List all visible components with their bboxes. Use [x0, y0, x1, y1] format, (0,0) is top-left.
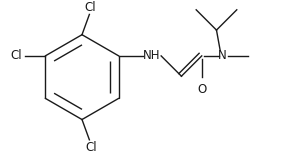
Text: N: N — [218, 49, 226, 62]
Text: Cl: Cl — [86, 141, 97, 154]
Text: Cl: Cl — [84, 0, 96, 13]
Text: Cl: Cl — [10, 49, 22, 62]
Text: NH: NH — [143, 49, 161, 62]
Text: O: O — [197, 83, 206, 96]
